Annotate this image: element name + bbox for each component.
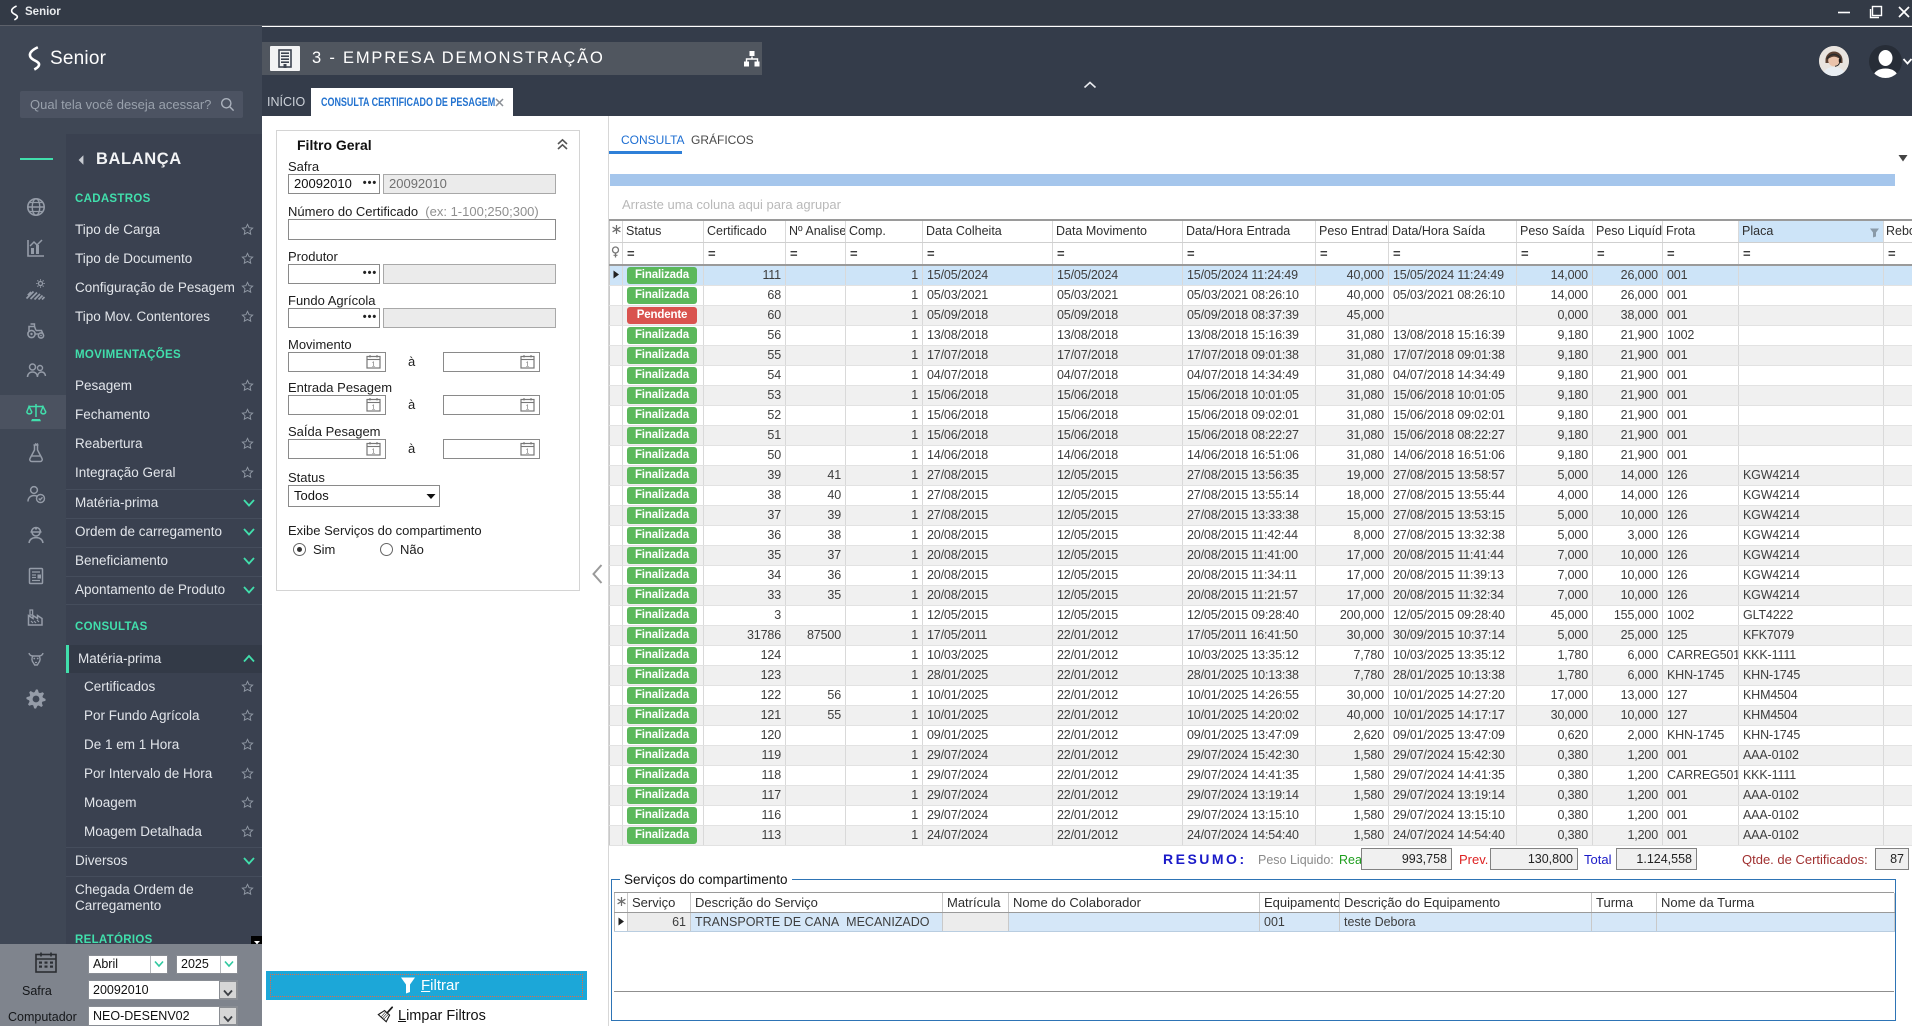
svg-text:1: 1: [372, 405, 376, 412]
svg-text:1: 1: [372, 449, 376, 456]
svg-text:1: 1: [526, 362, 530, 369]
svg-text:1: 1: [526, 449, 530, 456]
svg-text:1: 1: [372, 362, 376, 369]
svg-text:1: 1: [526, 405, 530, 412]
